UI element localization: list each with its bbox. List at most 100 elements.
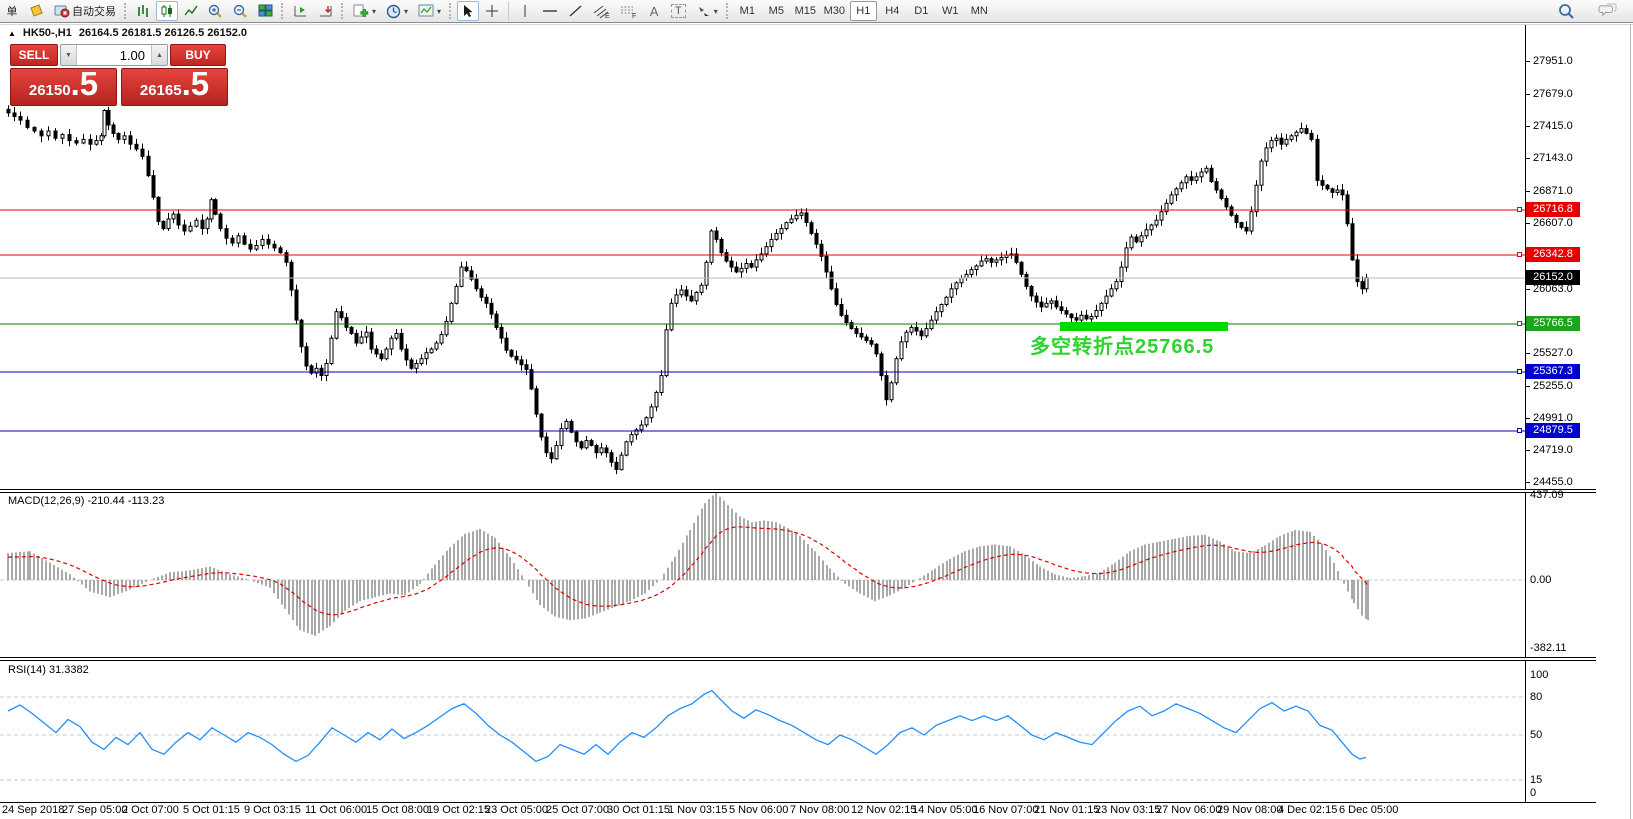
turning-point-annotation[interactable]: 多空转折点25766.5	[1030, 336, 1215, 358]
chart-shift-button[interactable]	[289, 1, 312, 21]
label-tool-button[interactable]: T	[667, 1, 690, 21]
price-tick: 24991.0	[1526, 412, 1573, 424]
vertical-line-button[interactable]	[514, 1, 536, 21]
time-label: 12 Nov 02:15	[851, 804, 917, 816]
auto-scroll-button[interactable]	[314, 1, 337, 21]
chat-icon	[1598, 3, 1618, 19]
level-line-handle[interactable]	[1517, 252, 1522, 257]
one-click-collapse-icon[interactable]: ▲	[8, 28, 16, 38]
level-line-handle[interactable]	[1517, 207, 1522, 212]
time-label: 27 Nov 06:00	[1156, 804, 1222, 816]
line-chart-button[interactable]	[180, 1, 202, 21]
pane-divider[interactable]	[0, 489, 1596, 493]
timeframe-button-m30[interactable]: M30	[823, 5, 845, 17]
price-tick: 26063.0	[1526, 283, 1573, 295]
spin-up-icon: ▲	[156, 51, 163, 59]
price-tick: 25255.0	[1526, 380, 1573, 392]
level-line-handle[interactable]	[1517, 321, 1522, 326]
buy-price-main: 26165	[139, 82, 182, 99]
chart-title: ▲ HK50-,H1 26164.5 26181.5 26126.5 26152…	[8, 27, 247, 39]
new-order-button[interactable]: 单	[1, 1, 23, 21]
time-label: 4 Dec 02:15	[1278, 804, 1338, 816]
chat-button[interactable]	[1594, 1, 1622, 21]
notes-button[interactable]	[25, 1, 48, 21]
timeframe-button-m1[interactable]: M1	[739, 5, 755, 17]
sell-price-box[interactable]: 26150 .5	[10, 65, 117, 106]
timeframe-button-h1[interactable]: H1	[849, 1, 877, 21]
timeframe-button-m15[interactable]: M15	[794, 5, 816, 17]
candlestick-button[interactable]	[156, 1, 178, 21]
volume-up-button[interactable]: ▲	[151, 45, 167, 65]
new-order-label: 单	[6, 6, 18, 18]
symbol-period-label: HK50-,H1	[22, 27, 72, 39]
rsi-canvas[interactable]	[0, 661, 1525, 802]
channel-button[interactable]: E	[589, 1, 614, 21]
timeframe-button-mn[interactable]: MN	[970, 5, 988, 17]
buy-button[interactable]: BUY	[170, 44, 226, 66]
time-label: 5 Nov 06:00	[729, 804, 789, 816]
autotrading-button[interactable]: 自动交易	[50, 1, 120, 21]
templates-button[interactable]: ▾	[414, 1, 445, 21]
timeframe-button-d1[interactable]: D1	[914, 5, 929, 17]
sell-price-main: 26150	[28, 82, 71, 99]
volume-down-button[interactable]: ▼	[61, 45, 77, 65]
toolbar-right	[1553, 1, 1623, 21]
search-icon	[1558, 3, 1575, 20]
buy-label: BUY	[185, 48, 211, 62]
timeframe-button-m5[interactable]: M5	[768, 5, 784, 17]
zoom-out-icon	[233, 4, 248, 19]
toolbar-handle	[725, 3, 730, 19]
zoom-in-button[interactable]	[204, 1, 227, 21]
timeframe-button-h4[interactable]: H4	[885, 5, 900, 17]
level-line-handle[interactable]	[1517, 428, 1522, 433]
arrows-button[interactable]: ▾	[692, 1, 722, 21]
trendline-button[interactable]	[564, 1, 587, 21]
bar-chart-button[interactable]	[132, 1, 154, 21]
time-label: 27 Sep 05:00	[62, 804, 128, 816]
clock-icon	[386, 4, 401, 19]
time-label: 21 Nov 01:15	[1034, 804, 1100, 816]
time-label: 25 Oct 07:00	[546, 804, 609, 816]
text-tool-button[interactable]: A	[643, 1, 665, 21]
dropdown-caret-icon: ▾	[404, 6, 409, 16]
pane-divider[interactable]	[0, 657, 1596, 661]
one-click-trading-panel: SELL ▼ 1.00 ▲ BUY 26150 .5 26165 .5	[10, 44, 228, 106]
price-chart-canvas[interactable]	[0, 25, 1525, 490]
fibonacci-button[interactable]: F	[616, 1, 641, 21]
cursor-icon	[462, 4, 474, 18]
periods-button[interactable]: ▾	[382, 1, 412, 21]
time-label: 19 Oct 02:15	[427, 804, 490, 816]
sell-price-frac: .5	[70, 65, 99, 102]
tile-windows-button[interactable]	[254, 1, 277, 21]
dropdown-caret-icon: ▾	[437, 6, 442, 16]
cursor-button[interactable]	[457, 1, 480, 21]
spin-down-icon: ▼	[65, 51, 72, 59]
time-label: 6 Dec 05:00	[1339, 804, 1399, 816]
level-line-handle[interactable]	[1517, 369, 1522, 374]
macd-canvas[interactable]	[0, 493, 1525, 657]
top-toolbar: 单 自动交易	[0, 0, 1633, 23]
volume-value[interactable]: 1.00	[77, 45, 151, 65]
macd-scale-min: -382.11	[1530, 642, 1567, 654]
chart-top-border	[0, 24, 1633, 25]
indicators-button[interactable]: ▾	[349, 1, 380, 21]
time-label: 30 Oct 01:15	[607, 804, 670, 816]
time-label: 5 Oct 01:15	[183, 804, 240, 816]
horizontal-line-button[interactable]	[538, 1, 562, 21]
channel-subscript: E	[605, 13, 610, 19]
rsi-scale-0: 0	[1530, 787, 1537, 799]
timeframe-button-w1[interactable]: W1	[942, 5, 959, 17]
autotrading-icon	[54, 4, 70, 18]
sell-button[interactable]: SELL	[10, 44, 58, 66]
zoom-in-icon	[208, 4, 223, 19]
price-tag-25766.5: 25766.5	[1526, 316, 1580, 331]
time-label: 29 Nov 08:00	[1217, 804, 1283, 816]
zoom-out-button[interactable]	[229, 1, 252, 21]
search-button[interactable]	[1554, 1, 1579, 21]
text-tool-icon: A	[649, 3, 659, 19]
price-tick: 27679.0	[1526, 88, 1573, 100]
price-tick: 24719.0	[1526, 444, 1573, 456]
buy-price-box[interactable]: 26165 .5	[121, 67, 228, 106]
rsi-scale-15: 15	[1530, 774, 1543, 786]
crosshair-button[interactable]	[481, 1, 503, 21]
